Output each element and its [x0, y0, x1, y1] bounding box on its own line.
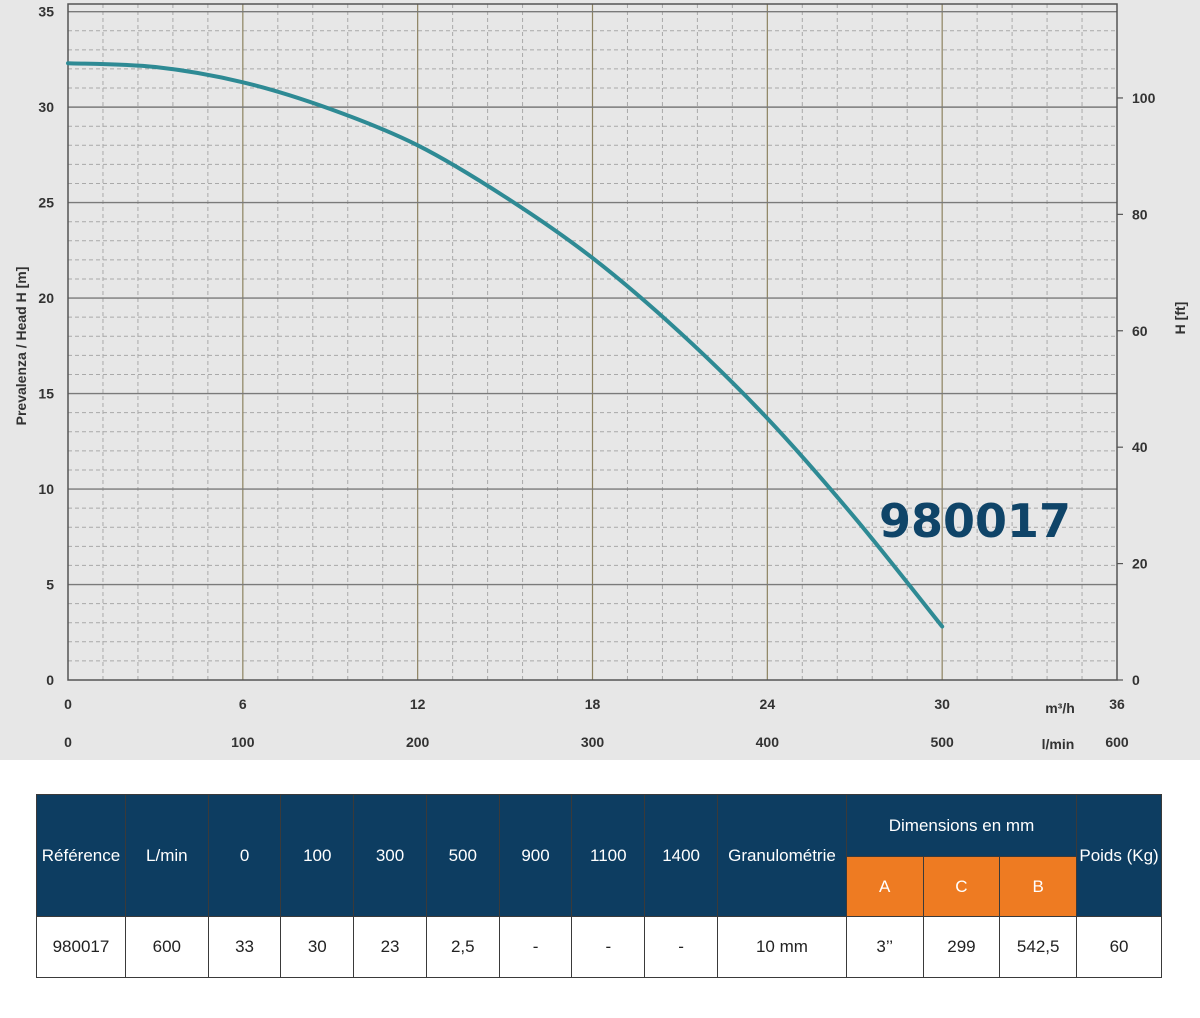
x-lmin-tick-label: 100 — [231, 734, 255, 750]
minor-grid — [68, 4, 1117, 680]
cell-flow-500: 2,5 — [425, 916, 500, 978]
x-axis-m3h-ticks: 0 6 12 18 24 30 36 — [64, 696, 1125, 712]
y-left-tick-label: 30 — [38, 99, 54, 115]
cell-flow-0: 33 — [207, 916, 282, 978]
cell-poids: 60 — [1076, 916, 1162, 978]
x-m3h-tick-label: 18 — [585, 696, 601, 712]
x-lmin-tick-label: 300 — [581, 734, 605, 750]
cell-dim-c: 299 — [922, 916, 1001, 978]
model-label: 980017 — [879, 494, 1071, 548]
y-left-tick-label: 5 — [46, 577, 54, 593]
header-flow-500: 500 — [425, 794, 500, 917]
header-dim-c: C — [922, 856, 1001, 917]
x-axis-lmin-ticks: 0 100 200 300 400 500 600 — [64, 734, 1129, 750]
y-right-tick-label: 60 — [1132, 323, 1148, 339]
header-poids: Poids (Kg) — [1076, 794, 1162, 917]
cell-flow-1400: - — [644, 916, 719, 978]
cell-lmin: 600 — [124, 916, 209, 978]
y-left-tick-label: 15 — [38, 386, 54, 402]
x-lmin-tick-label: 500 — [930, 734, 954, 750]
cell-flow-300: 23 — [353, 916, 427, 978]
y-left-tick-label: 0 — [46, 672, 54, 688]
y-right-tick-label: 40 — [1132, 439, 1148, 455]
plot-frame — [67, 3, 1118, 681]
x-m3h-tick-label: 36 — [1109, 696, 1125, 712]
x-lmin-tick-label: 200 — [406, 734, 430, 750]
y-left-axis-title: Prevalenza / Head H [m] — [13, 267, 29, 426]
y-left-tick-label: 25 — [38, 195, 54, 211]
x-m3h-tick-label: 24 — [760, 696, 776, 712]
cell-reference: 980017 — [36, 916, 126, 978]
y-right-tick-label: 0 — [1132, 672, 1140, 688]
x-lmin-tick-label: 0 — [64, 734, 72, 750]
x-m3h-tick-label: 0 — [64, 696, 72, 712]
x-lmin-tick-label: 600 — [1105, 734, 1129, 750]
header-dim-a: A — [845, 856, 924, 917]
cell-granulometrie: 10 mm — [717, 916, 847, 978]
header-flow-300: 300 — [353, 794, 427, 917]
y-left-tick-label: 10 — [38, 481, 54, 497]
cell-dim-a: 3’’ — [845, 916, 924, 978]
cell-flow-100: 30 — [280, 916, 355, 978]
y-right-axis-title: H [ft] — [1172, 302, 1188, 335]
y-right-tick-label: 20 — [1132, 556, 1148, 572]
header-lmin: L/min — [124, 794, 209, 917]
pump-curve-line — [66, 61, 945, 629]
header-dim-b: B — [999, 856, 1078, 917]
x-m3h-tick-label: 6 — [239, 696, 247, 712]
x-m3h-tick-label: 30 — [934, 696, 950, 712]
cell-flow-900: - — [498, 916, 573, 978]
header-reference: Référence — [36, 794, 126, 917]
header-flow-0: 0 — [207, 794, 282, 917]
table-row: 980017 600 33 30 23 2,5 - - - 10 mm 3’’ … — [36, 916, 1162, 978]
cell-dim-b: 542,5 — [999, 916, 1078, 978]
header-flow-1100: 1100 — [571, 794, 646, 917]
right-axis-ticks: 020406080100120 — [1117, 90, 1156, 688]
header-dimensions: Dimensions en mm — [845, 794, 1078, 857]
header-granulometrie: Granulométrie — [717, 794, 847, 917]
cell-flow-1100: - — [571, 916, 646, 978]
header-flow-900: 900 — [498, 794, 573, 917]
x-unit-lmin: l/min — [1042, 736, 1075, 752]
y-right-tick-label: 80 — [1132, 206, 1148, 222]
y-left-tick-label: 35 — [38, 4, 54, 20]
x-lmin-tick-label: 400 — [756, 734, 780, 750]
x-unit-m3h: m³/h — [1045, 700, 1075, 716]
spec-table: Référence L/min 0 100 300 500 900 1100 1… — [36, 794, 1162, 978]
major-grid — [68, 4, 1117, 680]
header-flow-1400: 1400 — [644, 794, 719, 917]
y-left-tick-label: 20 — [38, 290, 54, 306]
x-m3h-tick-label: 12 — [410, 696, 426, 712]
y-right-tick-label: 100 — [1132, 90, 1156, 106]
left-axis-ticks: 0 5 10 15 20 25 30 35 — [38, 4, 54, 688]
header-flow-100: 100 — [280, 794, 355, 917]
